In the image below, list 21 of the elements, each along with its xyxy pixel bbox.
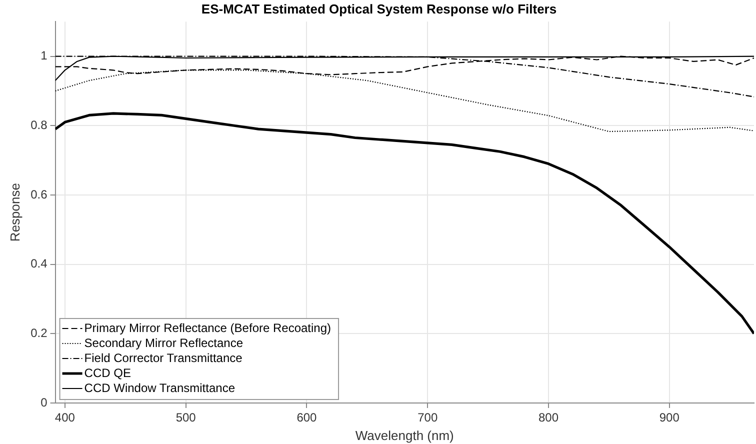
y-tick-label: 0.8 bbox=[30, 118, 48, 132]
x-tick-label: 800 bbox=[538, 410, 559, 425]
legend-label: Field Corrector Transmittance bbox=[84, 350, 243, 365]
y-axis-title: Response bbox=[7, 183, 22, 242]
y-tick-label: 1 bbox=[40, 48, 48, 63]
x-axis-title: Wavelength (nm) bbox=[355, 428, 454, 443]
legend-label: Secondary Mirror Reflectance bbox=[84, 336, 244, 350]
x-tick-label: 900 bbox=[659, 410, 680, 425]
x-tick-label: 500 bbox=[176, 410, 196, 425]
chart-title: ES-MCAT Estimated Optical System Response w/o Filters bbox=[201, 1, 557, 16]
legend-label: CCD QE bbox=[84, 366, 131, 380]
x-tick-label: 600 bbox=[296, 410, 318, 425]
legend-label: Primary Mirror Reflectance (Before Recoating) bbox=[84, 320, 332, 335]
x-tick-label: 400 bbox=[54, 410, 76, 425]
legend-label: CCD Window Transmittance bbox=[84, 380, 236, 395]
y-tick-label: 0 bbox=[40, 395, 48, 410]
y-tick-label: 0.4 bbox=[30, 256, 48, 271]
x-tick-label: 700 bbox=[418, 410, 438, 425]
y-tick-label: 0.6 bbox=[30, 187, 48, 202]
y-tick-label: 0.2 bbox=[30, 326, 48, 340]
line-series bbox=[55, 56, 754, 98]
